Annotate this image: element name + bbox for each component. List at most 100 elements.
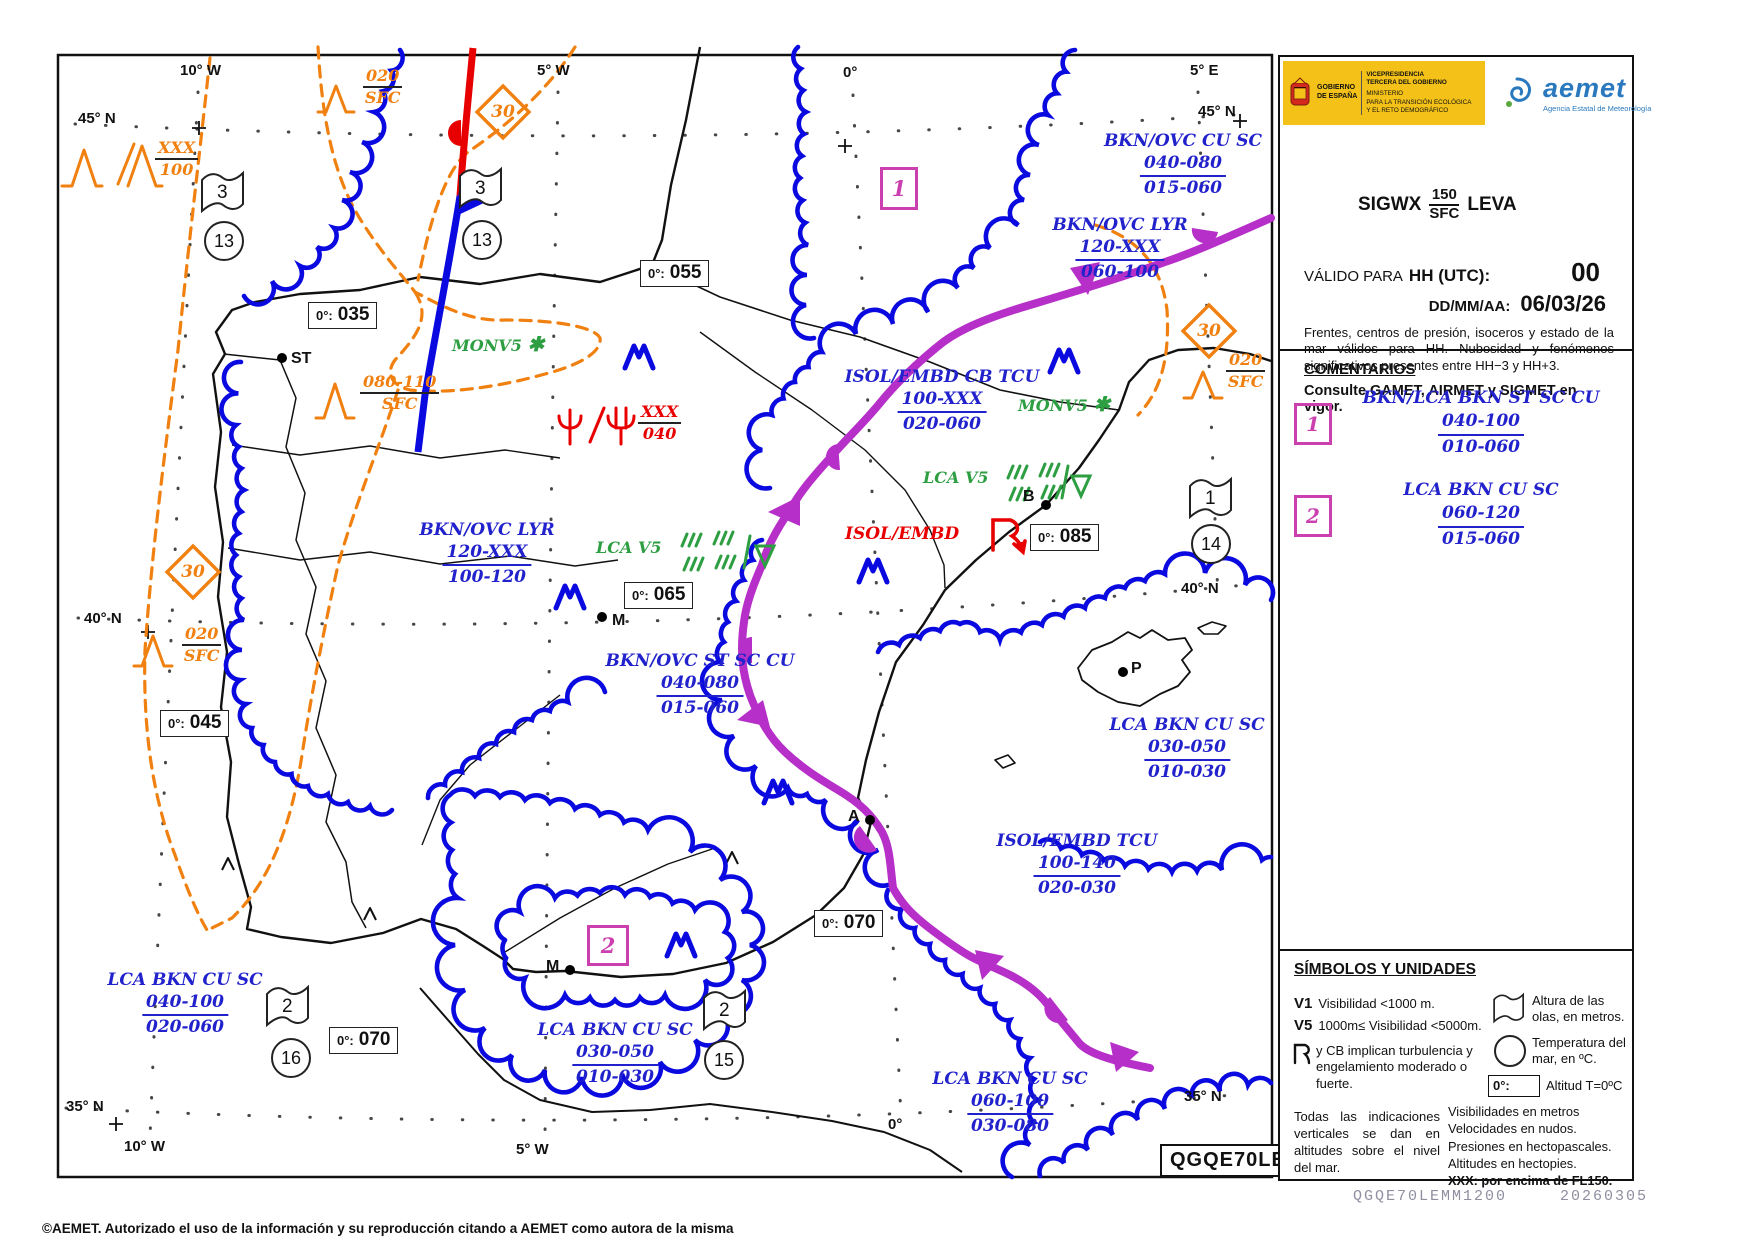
graticule-plus-marks (109, 114, 1247, 1131)
cloud-block: LCA BKN CU SC 030-050 010-030 (537, 1020, 693, 1088)
legend-temp-circle-icon (1494, 1035, 1526, 1067)
coord-label: 40° N (1181, 580, 1219, 597)
city-dot (865, 815, 875, 825)
city-dot (1118, 667, 1128, 677)
coord-label: 0° (888, 1116, 903, 1133)
front-symbols (737, 228, 1218, 1072)
city-dot (277, 353, 287, 363)
coord-label: 10° W (124, 1138, 166, 1155)
date-code: 20260305 (1560, 1188, 1649, 1205)
legend-alt-text: Altitud T=0ºC (1546, 1078, 1623, 1093)
wave-height-value: 3 (475, 178, 486, 199)
island-ibiza (994, 754, 1016, 769)
red-hook-icon (991, 518, 1027, 556)
zero-isotherm-box: 0°: 070 (814, 910, 884, 937)
icing-tridents-icon (557, 406, 636, 446)
cloud-block: ISOL/EMBD TCU 100-140 020-030 (996, 831, 1158, 899)
sea-temp-circle: 13 (204, 221, 244, 261)
city-label: M (546, 958, 560, 975)
zero-isotherm-box: 0°: 045 (160, 710, 230, 737)
legend-section: SÍMBOLOS Y UNIDADES V1 Visibilidad <1000 … (1280, 951, 1632, 1188)
aemet-swirl-icon (1506, 77, 1531, 107)
copyright-text: ©AEMET. Autorizado el uso de la informac… (42, 1221, 734, 1236)
isol-embd-label: ISOL/EMBD (845, 524, 960, 544)
drizzle-shower-icons (680, 462, 1093, 572)
coastline (211, 46, 1272, 1173)
valid-row: VÁLIDO PARA HH (UTC): 00 (1304, 257, 1600, 287)
zero-isotherm-box: 0°: 070 (329, 1027, 399, 1054)
coord-label: 40° N (84, 610, 122, 627)
river-ebro (699, 331, 946, 589)
comment-number: 2 (1294, 495, 1332, 537)
cloud-block: BKN/OVC LYR 120-XXX 100-120 (419, 520, 555, 588)
coord-label: 45° N (1198, 103, 1236, 120)
comment-ref-box: 1 (880, 167, 918, 210)
comment-number: 1 (1294, 403, 1332, 445)
logos-row: GOBIERNO DE ESPAÑA VICEPRESIDENCIA TERCE… (1283, 60, 1691, 126)
cloud-block: BKN/OVC LYR 120-XXX 060-100 (1052, 215, 1188, 283)
cloud-block: BKN/OVC ST SC CU 040-080 015-060 (605, 651, 795, 719)
diamond-value: 30 (491, 102, 515, 122)
cloud-block: LCA BKN CU SC 040-100 020-060 (107, 970, 263, 1038)
coord-label: 5° E (1190, 62, 1219, 79)
comments-section: COMENTARIOS 1 BKN/LCA BKN ST SC CU 040-1… (1280, 351, 1632, 951)
city-dot (1041, 500, 1051, 510)
sea-temp-circle: 15 (704, 1040, 744, 1080)
mountain-wave-icons (60, 84, 1224, 668)
coast-africa (419, 987, 963, 1173)
cloud-block: LCA BKN CU SC 030-050 010-030 (1109, 715, 1265, 783)
orange-dashed-areas (143, 45, 1170, 932)
gobierno-text: GOBIERNO DE ESPAÑA (1317, 84, 1358, 100)
level-fraction: 150 SFC (1429, 186, 1460, 222)
spain-coat-of-arms-icon (1290, 77, 1310, 106)
legend-note-right: Visibilidades en metros Velocidades en n… (1448, 1104, 1613, 1189)
sea-temp-circle: 13 (462, 220, 502, 260)
coast-tick-arrows (221, 851, 739, 921)
wave-flag-icons (201, 166, 1232, 1032)
monv5-label: MONV5 ✱ (452, 332, 545, 356)
comment-item: 2 LCA BKN CU SC 060-120 015-060 (1290, 479, 1620, 551)
aemet-logo: aemet Agencia Estatal de Meteorología (1497, 73, 1651, 113)
coord-label: 5° W (537, 62, 570, 79)
ministerio-text: VICEPRESIDENCIA TERCERA DEL GOBIERNO MIN… (1361, 71, 1471, 115)
city-label: B (1023, 488, 1035, 505)
lcav5-label: LCA V5 (923, 468, 989, 487)
border-portugal-spain (223, 353, 367, 929)
coord-label: 45° N (78, 110, 116, 127)
icing-levels: XXX 040 (638, 402, 682, 443)
city-dot (565, 965, 575, 975)
drizzle-group-barcelona (1006, 462, 1093, 502)
monv5-label: MONV5 ✱ (1018, 392, 1111, 416)
cloud-boundaries (219, 44, 1276, 1180)
snow-asterisk-icon: ✱ (1093, 392, 1111, 416)
border-france-spain (651, 264, 1120, 411)
validity-note: Frentes, centros de presión, isoceros y … (1304, 325, 1614, 373)
legend-wave-text: Altura de las olas, en metros. (1532, 993, 1625, 1025)
river-guadiana (421, 694, 561, 846)
graticule-dots (64, 90, 1258, 1142)
city-label: ST (291, 350, 312, 367)
legend-hook-icon (1293, 1043, 1311, 1065)
island-menorca (1197, 621, 1227, 635)
info-panel: GOBIERNO DE ESPAÑA VICEPRESIDENCIA TERCE… (1278, 55, 1651, 1188)
product-title: SIGWX 150 SFC LEVA (1358, 186, 1517, 222)
map-border (56, 53, 1274, 1179)
coord-label: 35° N (66, 1098, 104, 1115)
date-row: DD/MM/AA: 06/03/26 (1428, 291, 1606, 316)
mountain-wave-levels: 080-110 SFC (360, 372, 440, 413)
wave-area-diamonds (164, 83, 1238, 601)
turbulence-icons (553, 343, 1081, 959)
island-mallorca (1077, 629, 1193, 707)
legend-temp-text: Temperatura del mar, en ºC. (1532, 1035, 1626, 1067)
diamond-value: 30 (181, 562, 205, 582)
comment-ref-box: 2 (587, 925, 629, 966)
coord-label: 0° (843, 64, 858, 81)
diamond-value: 30 (1197, 321, 1221, 341)
zero-isotherm-box: 0°: 085 (1030, 524, 1100, 551)
legend-v1: V1 Visibilidad <1000 m. (1294, 995, 1435, 1012)
bulletin-code: QGQE70LEMM1200 (1353, 1188, 1508, 1205)
wave-height-value: 3 (217, 182, 228, 203)
legend-cb: y CB implican turbulencia y engelamiento… (1316, 1043, 1473, 1091)
